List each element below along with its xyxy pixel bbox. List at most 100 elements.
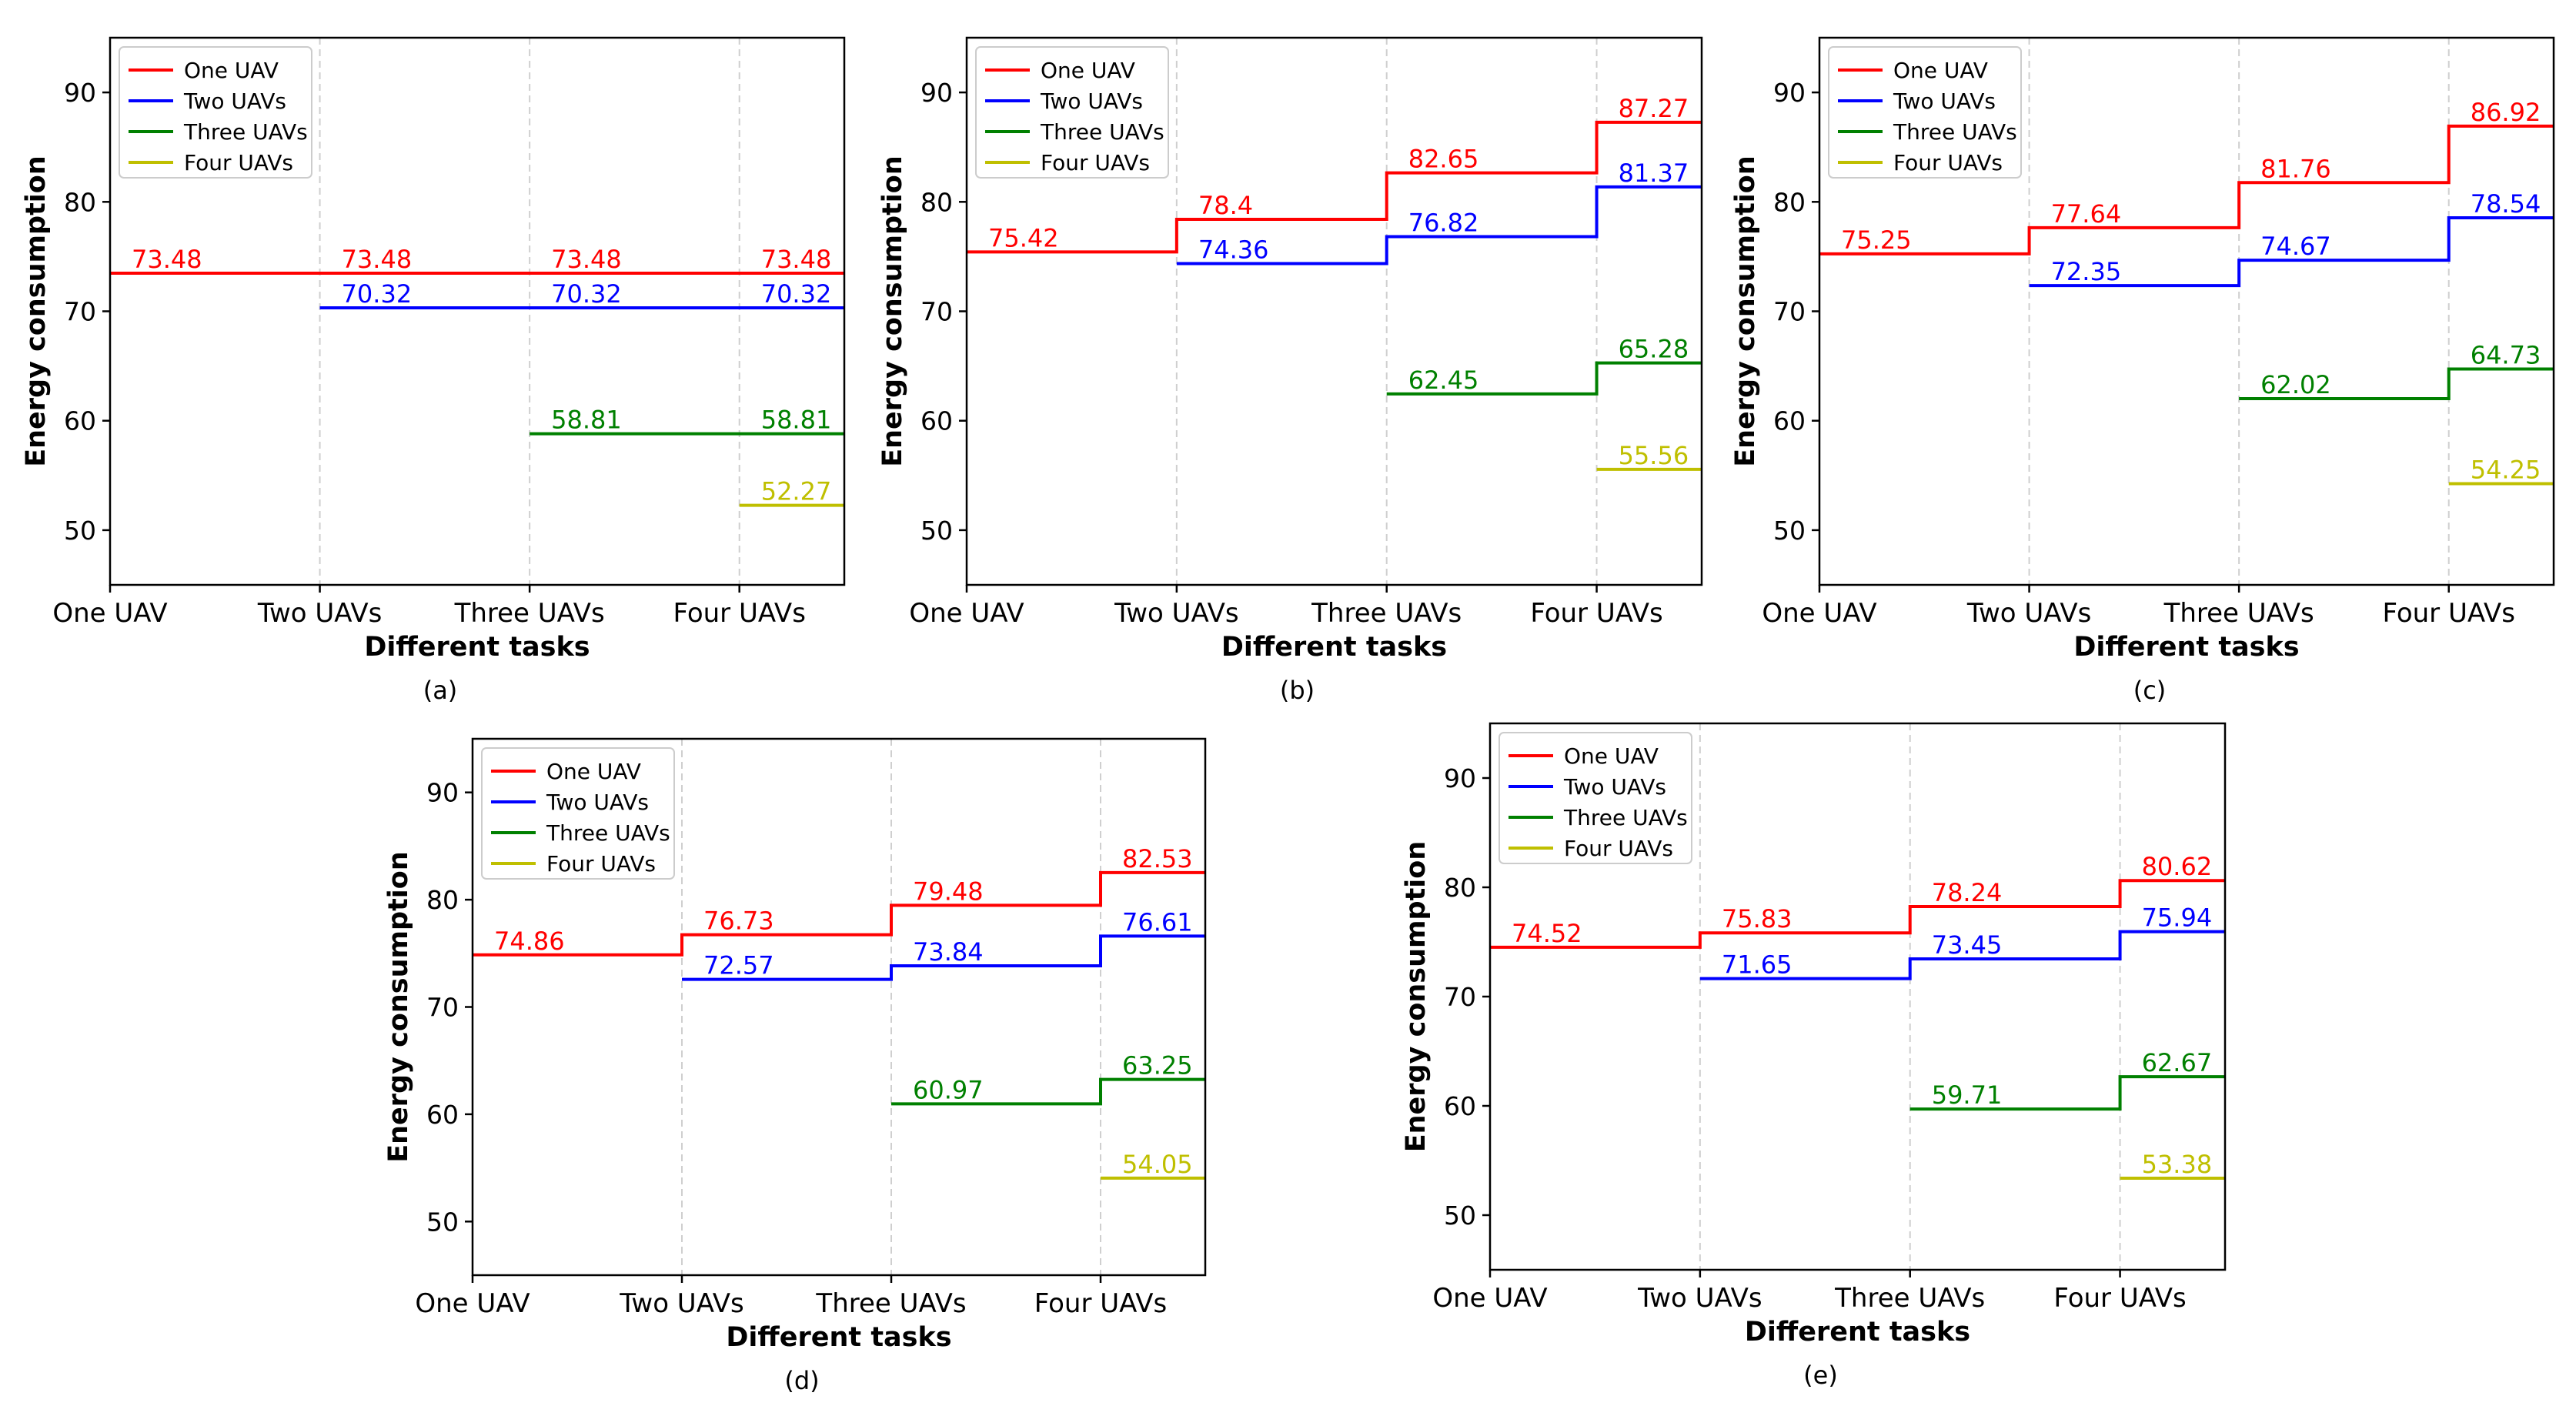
data-label: 74.67 xyxy=(2260,232,2331,261)
y-tick-label: 90 xyxy=(1773,78,1806,108)
y-tick-label: 90 xyxy=(426,778,459,808)
series-line-three-uavs xyxy=(2239,367,2554,400)
x-axis-label: Different tasks xyxy=(726,1322,951,1353)
legend-entry: Two UAVs xyxy=(1563,774,1666,800)
data-label: 75.94 xyxy=(2142,903,2213,933)
legend-box xyxy=(975,46,1169,179)
y-tick-label: 90 xyxy=(64,78,96,108)
data-label: 87.27 xyxy=(1619,94,1689,123)
legend-entry: One UAV xyxy=(1564,743,1659,769)
y-tick-label: 70 xyxy=(1444,982,1476,1012)
legend-box xyxy=(481,747,675,880)
legend-entry: Four UAVs xyxy=(1893,150,2003,175)
data-label: 76.82 xyxy=(1408,209,1479,238)
y-tick-label: 80 xyxy=(64,187,96,217)
y-tick-label: 60 xyxy=(1444,1091,1476,1121)
data-label: 65.28 xyxy=(1619,335,1689,364)
legend-entry: Two UAVs xyxy=(1893,89,1996,114)
y-tick-label: 70 xyxy=(1773,297,1806,327)
y-tick-label: 70 xyxy=(920,297,953,327)
y-tick-label: 60 xyxy=(426,1100,459,1130)
legend: One UAV Two UAVs Three UAVs Four UAVs xyxy=(481,747,675,880)
data-label: 78.4 xyxy=(1198,191,1253,220)
x-tick-label: Three UAVs xyxy=(1834,1283,1985,1314)
data-label: 70.32 xyxy=(761,279,832,309)
x-tick-label: One UAV xyxy=(1432,1283,1547,1314)
y-tick-label: 90 xyxy=(1444,763,1476,793)
data-label: 73.48 xyxy=(132,245,202,274)
series-line-two-uavs xyxy=(682,934,1205,981)
legend-entry: One UAV xyxy=(184,58,279,83)
data-label: 58.81 xyxy=(551,406,622,435)
data-label: 75.25 xyxy=(1841,225,1912,255)
x-axis-label: Different tasks xyxy=(1221,632,1447,663)
panel-caption: (c) xyxy=(2133,676,2167,705)
data-label: 55.56 xyxy=(1619,441,1689,470)
x-tick-label: Four UAVs xyxy=(1530,598,1662,629)
x-axis-label: Different tasks xyxy=(2073,632,2299,663)
x-tick-label: Three UAVs xyxy=(2163,598,2314,629)
x-tick-label: Two UAVs xyxy=(1966,598,2092,629)
legend-entry: One UAV xyxy=(1893,58,1988,83)
series-line-two-uavs xyxy=(2029,216,2554,288)
data-label: 74.52 xyxy=(1512,919,1582,948)
data-label: 60.97 xyxy=(913,1075,984,1104)
x-tick-label: One UAV xyxy=(1762,598,1876,629)
y-tick-label: 50 xyxy=(426,1207,459,1237)
chart-panel-b: 75.42 78.4 82.65 87.27 74.36 76.82 81.37 62.45 6… xyxy=(877,36,1703,705)
legend: One UAV Two UAVs Three UAVs Four UAVs xyxy=(119,46,312,179)
data-label: 73.84 xyxy=(913,937,984,967)
x-tick-label: One UAV xyxy=(909,598,1024,629)
legend-entry: Two UAVs xyxy=(1040,89,1143,114)
y-tick-label: 80 xyxy=(1444,873,1476,903)
y-tick-label: 60 xyxy=(64,406,96,436)
y-tick-label: 80 xyxy=(426,885,459,915)
data-label: 64.73 xyxy=(2471,340,2541,369)
data-label: 52.27 xyxy=(761,477,832,506)
x-tick-label: Four UAVs xyxy=(2053,1283,2186,1314)
legend-entry: Three UAVs xyxy=(546,820,670,846)
x-axis-label: Different tasks xyxy=(1745,1317,1970,1348)
x-tick-label: One UAV xyxy=(52,598,167,629)
legend-entry: Three UAVs xyxy=(1040,119,1164,145)
data-label: 54.25 xyxy=(2471,455,2541,484)
data-label: 78.24 xyxy=(1932,878,2003,907)
data-label: 59.71 xyxy=(1932,1080,2003,1110)
data-label: 62.02 xyxy=(2260,370,2331,399)
series-line-two-uavs xyxy=(1699,930,2225,980)
y-tick-label: 50 xyxy=(64,516,96,546)
data-label: 73.48 xyxy=(551,245,622,274)
x-tick-label: Four UAVs xyxy=(1034,1288,1167,1319)
legend-entry: Four UAVs xyxy=(546,851,656,877)
legend: One UAV Two UAVs Three UAVs Four UAVs xyxy=(975,46,1169,179)
data-label: 72.57 xyxy=(703,951,774,980)
series-line-two-uavs xyxy=(1176,185,1702,266)
legend-box xyxy=(1498,732,1692,864)
y-tick-label: 70 xyxy=(426,993,459,1023)
data-label: 86.92 xyxy=(2471,98,2541,127)
data-label: 62.67 xyxy=(2142,1048,2213,1077)
data-label: 72.35 xyxy=(2051,257,2122,286)
x-tick-label: Four UAVs xyxy=(2382,598,2514,629)
legend-entry: Three UAVs xyxy=(183,119,308,145)
x-tick-label: One UAV xyxy=(415,1288,530,1319)
data-label: 81.37 xyxy=(1619,159,1689,188)
x-tick-label: Three UAVs xyxy=(815,1288,966,1319)
y-tick-label: 80 xyxy=(1773,187,1806,217)
y-tick-label: 50 xyxy=(920,516,953,546)
chart-panel-e: 74.52 75.83 78.24 80.62 71.65 73.45 75.94 59.71… xyxy=(1401,722,2227,1390)
data-label: 73.45 xyxy=(1932,930,2003,960)
y-tick-label: 60 xyxy=(1773,406,1806,436)
data-label: 76.73 xyxy=(703,907,774,936)
data-label: 63.25 xyxy=(1122,1051,1193,1080)
data-label: 71.65 xyxy=(1722,950,1793,980)
legend-entry: One UAV xyxy=(546,759,641,784)
data-label: 70.32 xyxy=(342,279,413,309)
data-label: 81.76 xyxy=(2260,154,2331,183)
data-label: 76.61 xyxy=(1122,907,1193,937)
y-axis-label: Energy consumption xyxy=(1730,155,1761,467)
x-tick-label: Two UAVs xyxy=(1637,1283,1762,1314)
panel-caption: (d) xyxy=(784,1366,819,1395)
y-axis-label: Energy consumption xyxy=(21,155,52,467)
data-label: 80.62 xyxy=(2142,852,2213,881)
